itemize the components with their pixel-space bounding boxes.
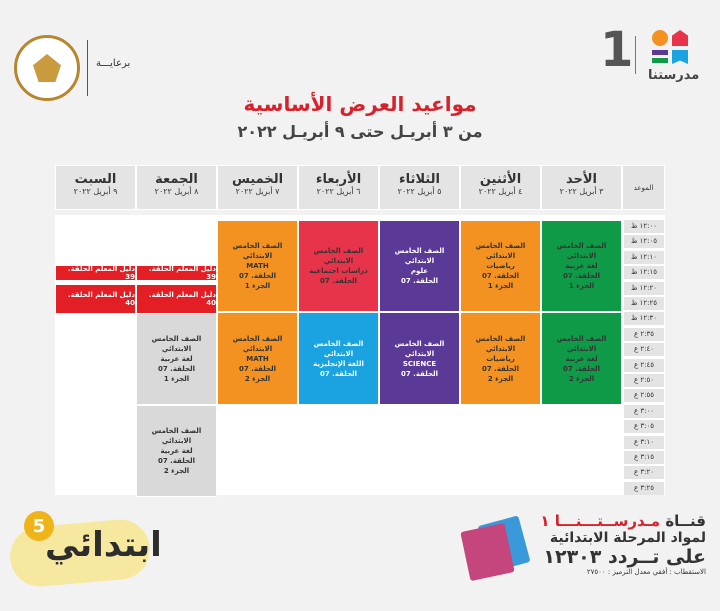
time-slot: ٢:٣٥ ع bbox=[624, 327, 664, 341]
program-block[interactable]: الصف الخامس الابتدائي لغة عربية الحلقة. 07… bbox=[136, 312, 217, 405]
footer-channel-info: قنــاة مـدرســتـــنـــا ١ لمواد المرحلة … bbox=[540, 512, 706, 576]
program-block[interactable]: الصف الخامس الابتدائي لغة عربية الحلقة. 07… bbox=[541, 220, 622, 313]
brand-name: مدرستنا bbox=[648, 68, 700, 83]
page-title: مواعيد العرض الأساسية bbox=[243, 92, 477, 116]
program-block[interactable]: الصف الخامس الابتدائي MATH الحلقة. 07 الجزء… bbox=[217, 312, 298, 405]
program-block[interactable]: الصف الخامس الابتدائي SCIENCE الحلقة. 07 bbox=[379, 312, 460, 405]
day-header: الأربعاء ٦ أبريل ٢٠٢٢ bbox=[298, 165, 379, 210]
logo-circle-icon bbox=[652, 30, 668, 46]
time-slot: ١٢:٢٥ ظ bbox=[624, 297, 664, 310]
day-header: الأثنين ٤ أبريل ٢٠٢٢ bbox=[460, 165, 541, 210]
time-slot: ٣:١٠ ع bbox=[624, 435, 664, 449]
time-slot: ١٢:٠٥ ظ bbox=[624, 235, 664, 249]
time-slot: ١٢:١٠ ظ bbox=[624, 250, 664, 264]
day-header: الثلاثاء ٥ أبريل ٢٠٢٢ bbox=[379, 165, 460, 210]
time-slot: ٢:٥٥ ع bbox=[624, 389, 664, 403]
channel-number: 1 bbox=[600, 22, 634, 78]
logo-house-icon bbox=[672, 30, 688, 46]
program-block[interactable]: الصف الخامس الابتدائي لغة عربية الحلقة. 07… bbox=[541, 312, 622, 405]
time-slot: ١٢:٣٠ ظ bbox=[624, 312, 664, 326]
program-block[interactable]: الصف الخامس الابتدائي اللغة الإنجليزية الح… bbox=[298, 312, 379, 405]
program-block[interactable]: الصف الخامس الابتدائي MATH الحلقة. 07 الجزء… bbox=[217, 220, 298, 313]
day-header: الخميس ٧ أبريل ٢٠٢٢ bbox=[217, 165, 298, 210]
teacher-guide-block[interactable]: دليل المعلم الحلقة. 39 bbox=[136, 265, 217, 281]
badge-number: 5 bbox=[32, 515, 46, 537]
day-header: الأحد ٣ أبريل ٢٠٢٢ bbox=[541, 165, 622, 210]
madrasatona-logo: 1 مدرستنا bbox=[600, 22, 700, 98]
badge-text: ابتدائي bbox=[45, 525, 162, 565]
program-block[interactable]: الصف الخامس الابتدائي لغة عربية الحلقة. 07… bbox=[136, 404, 217, 498]
program-block[interactable]: الصف الخامس الابتدائي علوم الحلقة. 07 bbox=[379, 220, 460, 313]
time-slot: ٣:٢٠ ع bbox=[624, 466, 664, 480]
time-slot: ٢:٥٠ ع bbox=[624, 374, 664, 387]
time-column-header: الموعد bbox=[622, 165, 665, 210]
teacher-guide-block[interactable]: دليل المعلم الحلقة. 40 bbox=[55, 283, 136, 315]
time-slot: ٣:٠٥ ع bbox=[624, 420, 664, 434]
time-slot: ٣:٠٠ ع bbox=[624, 404, 664, 418]
program-block[interactable]: الصف الخامس الابتدائي رياضيات الحلقة. 07 ال… bbox=[460, 220, 541, 313]
page-subtitle: من ٣ أبريـل حتى ٩ أبريـل ٢٠٢٢ bbox=[237, 122, 483, 141]
books-illustration bbox=[455, 515, 535, 585]
time-slot: ٣:١٥ ع bbox=[624, 451, 664, 464]
teacher-guide-block[interactable]: دليل المعلم الحلقة. 39 bbox=[55, 265, 136, 281]
day-header: الجمعة ٨ أبريل ٢٠٢٢ bbox=[136, 165, 217, 210]
program-block[interactable]: الصف الخامس الابتدائي رياضيات الحلقة. 07 ال… bbox=[460, 312, 541, 405]
time-slot: ١٢:٠٠ ظ bbox=[624, 220, 664, 233]
sponsor-label: برعايـــة bbox=[96, 58, 131, 69]
time-slot: ٣:٢٥ ع bbox=[624, 481, 664, 495]
ministry-seal bbox=[14, 35, 80, 101]
time-slot: ٢:٤٠ ع bbox=[624, 343, 664, 357]
grade-badge: ابتدائي 5 bbox=[7, 505, 162, 595]
program-block[interactable]: الصف الخامس الابتدائي دراسات اجتماعية الحل… bbox=[298, 220, 379, 313]
time-slot: ٢:٤٥ ع bbox=[624, 358, 664, 372]
day-header: السبت ٩ أبريل ٢٠٢٢ bbox=[55, 165, 136, 210]
time-slot: ١٢:٢٠ ظ bbox=[624, 281, 664, 295]
time-slot: ١٢:١٥ ظ bbox=[624, 266, 664, 280]
teacher-guide-block[interactable]: دليل المعلم الحلقة. 40 bbox=[136, 283, 217, 315]
